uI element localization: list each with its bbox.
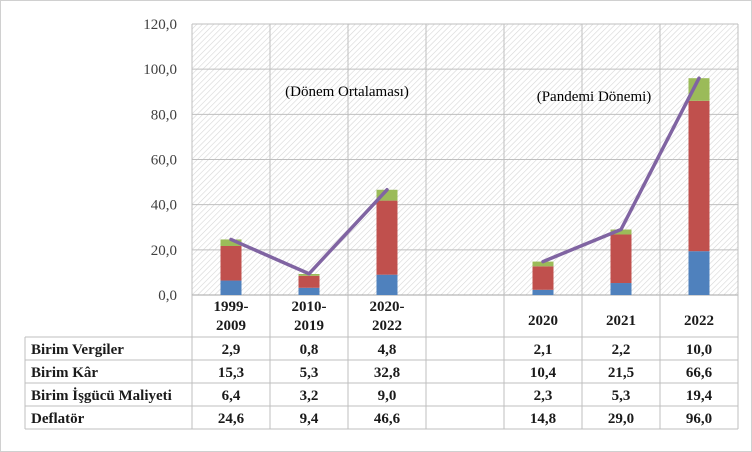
bar-segment	[532, 266, 554, 290]
table-cell-value: 6,4	[222, 388, 241, 404]
y-tick-label: 60,0	[151, 153, 177, 169]
bar-segment	[220, 239, 242, 246]
y-tick-label: 0,0	[158, 288, 177, 304]
table-cell-value: 2,2	[612, 342, 631, 358]
bar-segment	[610, 234, 632, 284]
x-category-label: 1999-	[214, 299, 249, 315]
table-cell-value: 29,0	[608, 411, 634, 427]
x-category-label: 2022	[684, 313, 714, 329]
y-tick-label: 40,0	[151, 198, 177, 214]
table-cell-value: 14,8	[530, 411, 556, 427]
table-cell-value: 0,8	[300, 342, 319, 358]
bar-segment	[688, 78, 710, 101]
table-row-label: Birim Kâr	[31, 365, 98, 381]
y-tick-label: 100,0	[143, 62, 177, 78]
table-cell-value: 96,0	[686, 411, 712, 427]
bar-segment	[220, 245, 242, 281]
table-cell-value: 32,8	[374, 365, 400, 381]
table-cell-value: 46,6	[374, 411, 401, 427]
bar-segment	[376, 200, 398, 275]
x-category-label: 2020	[528, 313, 558, 329]
table-cell-value: 24,6	[218, 411, 245, 427]
table-cell-value: 5,3	[300, 365, 319, 381]
bar-segment	[532, 289, 554, 295]
bar-segment	[532, 261, 554, 267]
x-category-label: 2019	[294, 318, 324, 334]
table-cell-value: 2,1	[534, 342, 553, 358]
bar-segment	[298, 287, 320, 295]
y-tick-label: 80,0	[151, 107, 177, 123]
table-row-label: Birim Vergiler	[31, 342, 124, 358]
annotation-pandemic-period: (Pandemi Dönemi)	[537, 89, 652, 105]
table-cell-value: 66,6	[686, 365, 713, 381]
annotation-period-average: (Dönem Ortalaması)	[285, 84, 409, 100]
bar-segment	[688, 251, 710, 295]
y-tick-label: 20,0	[151, 243, 177, 259]
table-row-label: Birim İşgücü Maliyeti	[31, 387, 172, 404]
y-tick-label: 120,0	[143, 17, 177, 33]
x-category-label: 2010-	[292, 299, 327, 315]
table-row-label: Deflatör	[31, 411, 85, 427]
table-cell-value: 3,2	[300, 388, 319, 404]
x-category-label: 2020-	[370, 299, 405, 315]
bar-segment	[376, 189, 398, 201]
bar-segment	[610, 283, 632, 295]
deflator-line-segment	[541, 76, 701, 264]
table-cell-value: 2,3	[534, 388, 553, 404]
bar-segment	[376, 274, 398, 295]
table-cell-value: 10,4	[530, 365, 557, 381]
x-category-label: 2009	[216, 318, 246, 334]
table-cell-value: 21,5	[608, 365, 634, 381]
table-cell-value: 15,3	[218, 365, 244, 381]
bar-segment	[688, 100, 710, 252]
deflator-line-segment	[229, 188, 389, 276]
table-cell-value: 9,0	[378, 388, 397, 404]
bar-segment	[298, 275, 320, 288]
table-cell-value: 4,8	[378, 342, 397, 358]
table-cell-value: 10,0	[686, 342, 712, 358]
x-category-label: 2021	[606, 313, 636, 329]
table-cell-value: 2,9	[222, 342, 241, 358]
bar-segment	[610, 229, 632, 235]
bar-segment	[220, 280, 242, 295]
table-cell-value: 19,4	[686, 388, 713, 404]
table-cell-value: 9,4	[300, 411, 319, 427]
table-cell-value: 5,3	[612, 388, 631, 404]
x-category-label: 2022	[372, 318, 402, 334]
